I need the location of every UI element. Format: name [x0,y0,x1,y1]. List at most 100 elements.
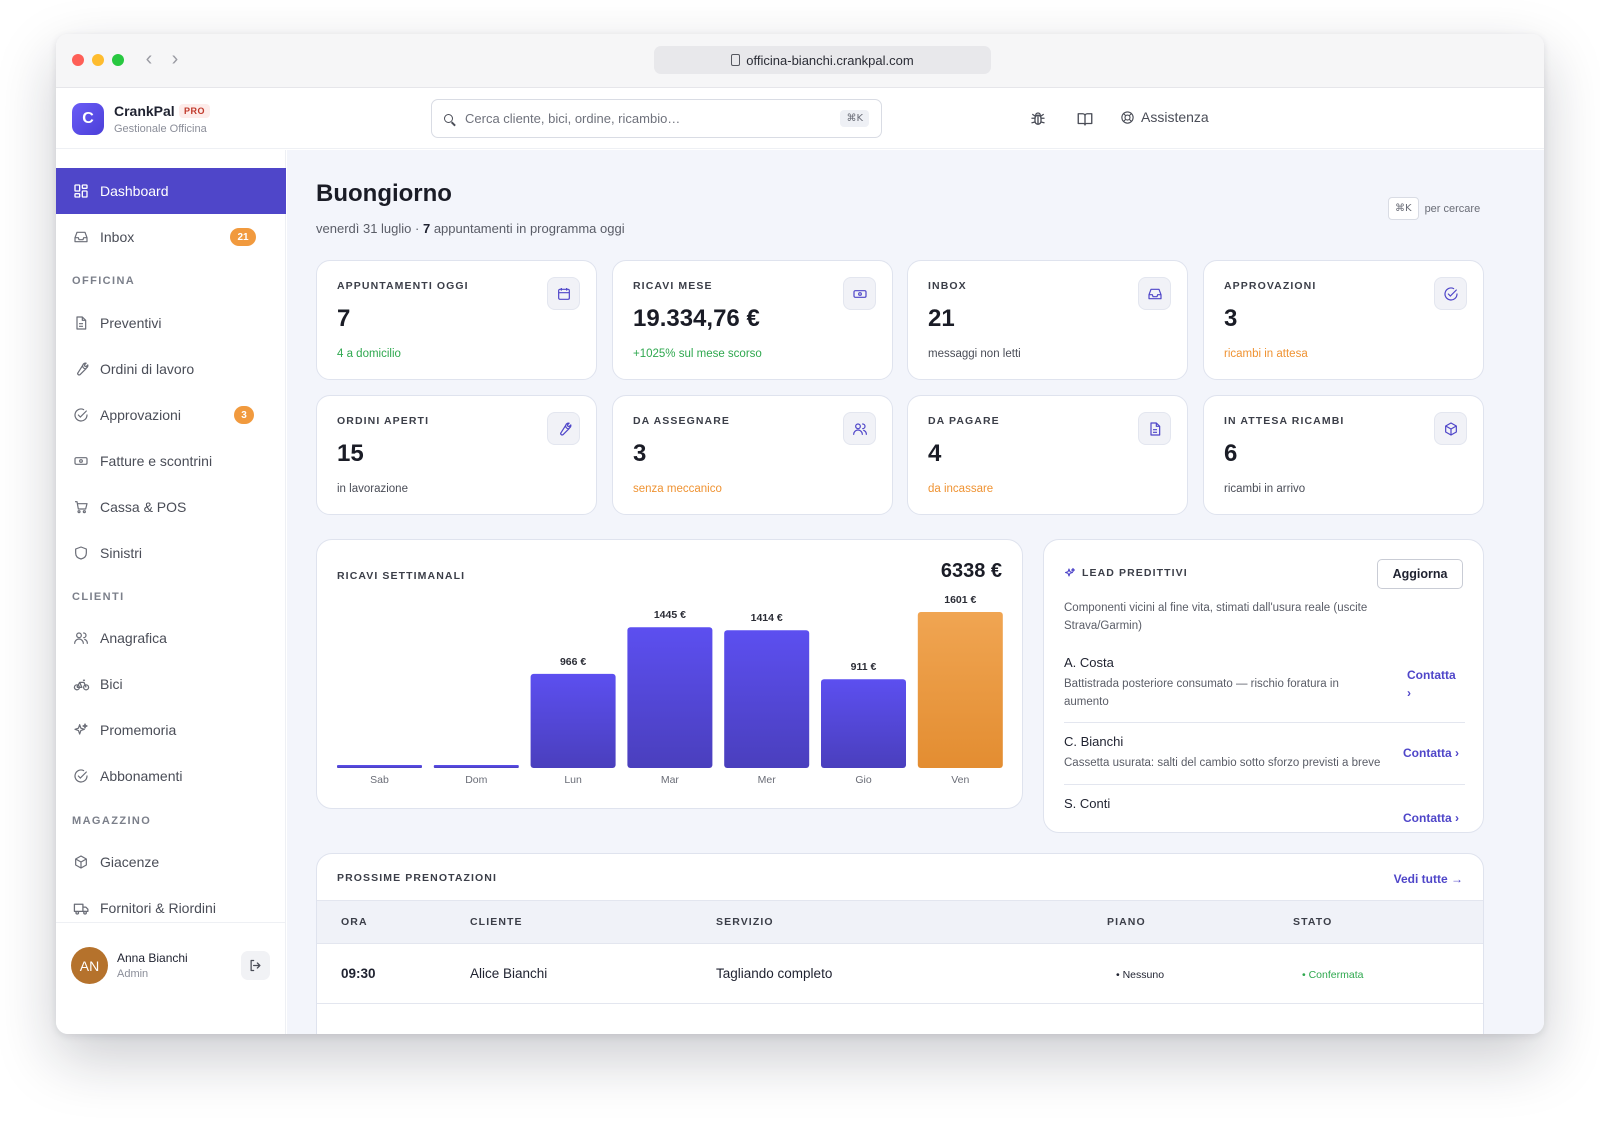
chart-category-label: Lun [564,774,582,786]
stat-note: in lavorazione [337,483,408,495]
main-content: Buongiorno venerdì 31 luglio · 7 appunta… [287,150,1544,1034]
sidebar-item-abbonamenti[interactable]: Abbonamenti [56,753,286,799]
stat-value: 3 [1224,305,1238,332]
chart-bar-mar[interactable] [627,627,713,768]
logout-button[interactable] [241,951,270,980]
sidebar-item-approvazioni[interactable]: Approvazioni 3 [56,392,286,438]
chart-bar-ven[interactable] [917,612,1003,768]
table-row[interactable]: 09:30 Alice Bianchi Tagliando completo •… [317,944,1483,1004]
stat-value: 6 [1224,440,1238,467]
stat-card-da-assegnare[interactable]: DA ASSEGNARE 3 senza meccanico [612,395,893,515]
chart-bar-sab[interactable] [337,765,422,768]
sidebar-section-title: OFFICINA [72,275,136,287]
stat-card-ordini-aperti[interactable]: ORDINI APERTI 15 in lavorazione [316,395,597,515]
sparkles-icon [1064,567,1076,577]
leads-title: LEAD PREDITTIVI [1082,567,1188,579]
sidebar-item-giacenze[interactable]: Giacenze [56,839,286,885]
predictive-leads-card: LEAD PREDITTIVI Aggiorna Componenti vici… [1043,539,1484,833]
sidebar-item-label: Dashboard [100,183,169,199]
help-link[interactable]: Assistenza [1120,109,1209,125]
sidebar-item-fatture[interactable]: Fatture e scontrini [56,438,286,484]
sidebar-item-fornitori[interactable]: Fornitori & Riordini [56,885,286,931]
sidebar-item-dashboard[interactable]: Dashboard [56,168,286,214]
address-bar[interactable]: officina-bianchi.crankpal.com [654,46,991,74]
avatar[interactable]: AN [71,947,108,984]
sidebar-item-cassa[interactable]: Cassa & POS [56,484,286,530]
chart-bar-mer[interactable] [724,630,810,768]
bug-icon[interactable] [1028,109,1048,129]
users-icon [72,629,90,647]
search-input[interactable] [465,111,825,126]
sidebar-section-title: CLIENTI [72,591,125,603]
stat-card-approvazioni[interactable]: APPROVAZIONI 3 ricambi in attesa [1203,260,1484,380]
chart-bar-dom[interactable] [433,765,519,768]
stat-card-appuntamenti[interactable]: APPUNTAMENTI OGGI 7 4 a domicilio [316,260,597,380]
stat-value: 7 [337,305,351,332]
stat-card-attesa-ricambi[interactable]: IN ATTESA RICAMBI 6 ricambi in arrivo [1203,395,1484,515]
leads-header: LEAD PREDITTIVI [1064,567,1188,579]
contact-button[interactable]: Contatta › [1407,668,1456,700]
approvazioni-count-badge: 3 [234,406,254,424]
back-arrow-icon[interactable]: ‹ [145,48,153,70]
weekly-revenue-card: RICAVI SETTIMANALI 6338 € Sab Dom 966 € Lun… [316,539,1023,809]
contact-button[interactable]: Contatta › [1403,746,1459,760]
stat-value: 19.334,76 € [633,305,760,332]
calendar-icon [547,277,580,310]
booking-time: 09:30 [341,966,376,981]
close-window-button[interactable] [72,54,84,66]
stat-card-da-pagare[interactable]: DA PAGARE 4 da incassare [907,395,1188,515]
sidebar-item-label: Fornitori & Riordini [100,900,216,916]
refresh-button[interactable]: Aggiorna [1377,559,1463,589]
column-header[interactable]: ORA [341,916,368,928]
chart-value-label: 1414 € [751,612,783,624]
column-header[interactable]: CLIENTE [470,916,523,928]
chart-title: RICAVI SETTIMANALI [337,570,466,582]
minimize-window-button[interactable] [92,54,104,66]
forward-arrow-icon[interactable]: › [171,48,179,70]
document-icon [72,314,90,332]
column-header[interactable]: SERVIZIO [716,916,774,928]
sidebar-item-anagrafica[interactable]: Anagrafica [56,615,286,661]
stat-label: APPUNTAMENTI OGGI [337,280,469,292]
sidebar-item-ordini[interactable]: Ordini di lavoro [56,346,286,392]
maximize-window-button[interactable] [112,54,124,66]
sidebar-item-label: Ordini di lavoro [100,361,195,377]
sidebar-item-bici[interactable]: Bici [56,661,286,707]
sidebar-item-label: Preventivi [100,315,162,331]
column-header[interactable]: PIANO [1107,916,1146,928]
contact-button[interactable]: Contatta › [1403,811,1459,825]
appointments-count: 7 [422,221,431,236]
search-shortcut: ⌘K [840,110,869,127]
book-icon[interactable] [1075,109,1095,129]
chart-value-label: 911 € [851,661,877,673]
users-icon [843,412,876,445]
chart-category-label: Dom [465,774,487,786]
truck-icon [72,899,90,917]
sidebar-item-sinistri[interactable]: Sinistri [56,530,286,576]
sidebar-item-label: Cassa & POS [100,499,187,515]
global-search[interactable]: ⌘K [431,99,882,138]
plan-badge: PRO [179,104,211,118]
lead-detail: Battistrada posteriore consumato — risch… [1064,678,1339,708]
today-date: venerdì 31 luglio [316,221,412,236]
logout-icon [250,959,261,972]
column-header[interactable]: STATO [1293,916,1333,928]
brand-logo[interactable]: C [72,103,104,135]
sidebar-item-label: Giacenze [100,854,160,870]
subtitle-separator: · [411,221,423,236]
stat-label: IN ATTESA RICAMBI [1224,415,1345,427]
chart-bar-gio[interactable] [821,679,906,768]
sidebar-item-preventivi[interactable]: Preventivi [56,300,286,346]
stat-note: +1025% sul mese scorso [633,348,762,360]
sidebar-item-promemoria[interactable]: Promemoria [56,707,286,753]
see-all-link[interactable]: Vedi tutte → [1393,872,1463,886]
sidebar-item-inbox[interactable]: Inbox 21 [56,214,286,260]
stat-card-inbox[interactable]: INBOX 21 messaggi non letti [907,260,1188,380]
list-item: C. Bianchi Cassetta usurata: salti del c… [1064,734,1465,772]
divider [1064,784,1465,785]
stat-card-ricavi[interactable]: RICAVI MESE 19.334,76 € +1025% sul mese … [612,260,893,380]
lead-name: A. Costa [1064,655,1114,670]
chart-bar-lun[interactable] [530,673,616,768]
search-icon [444,114,453,123]
banknote-icon [72,452,90,470]
